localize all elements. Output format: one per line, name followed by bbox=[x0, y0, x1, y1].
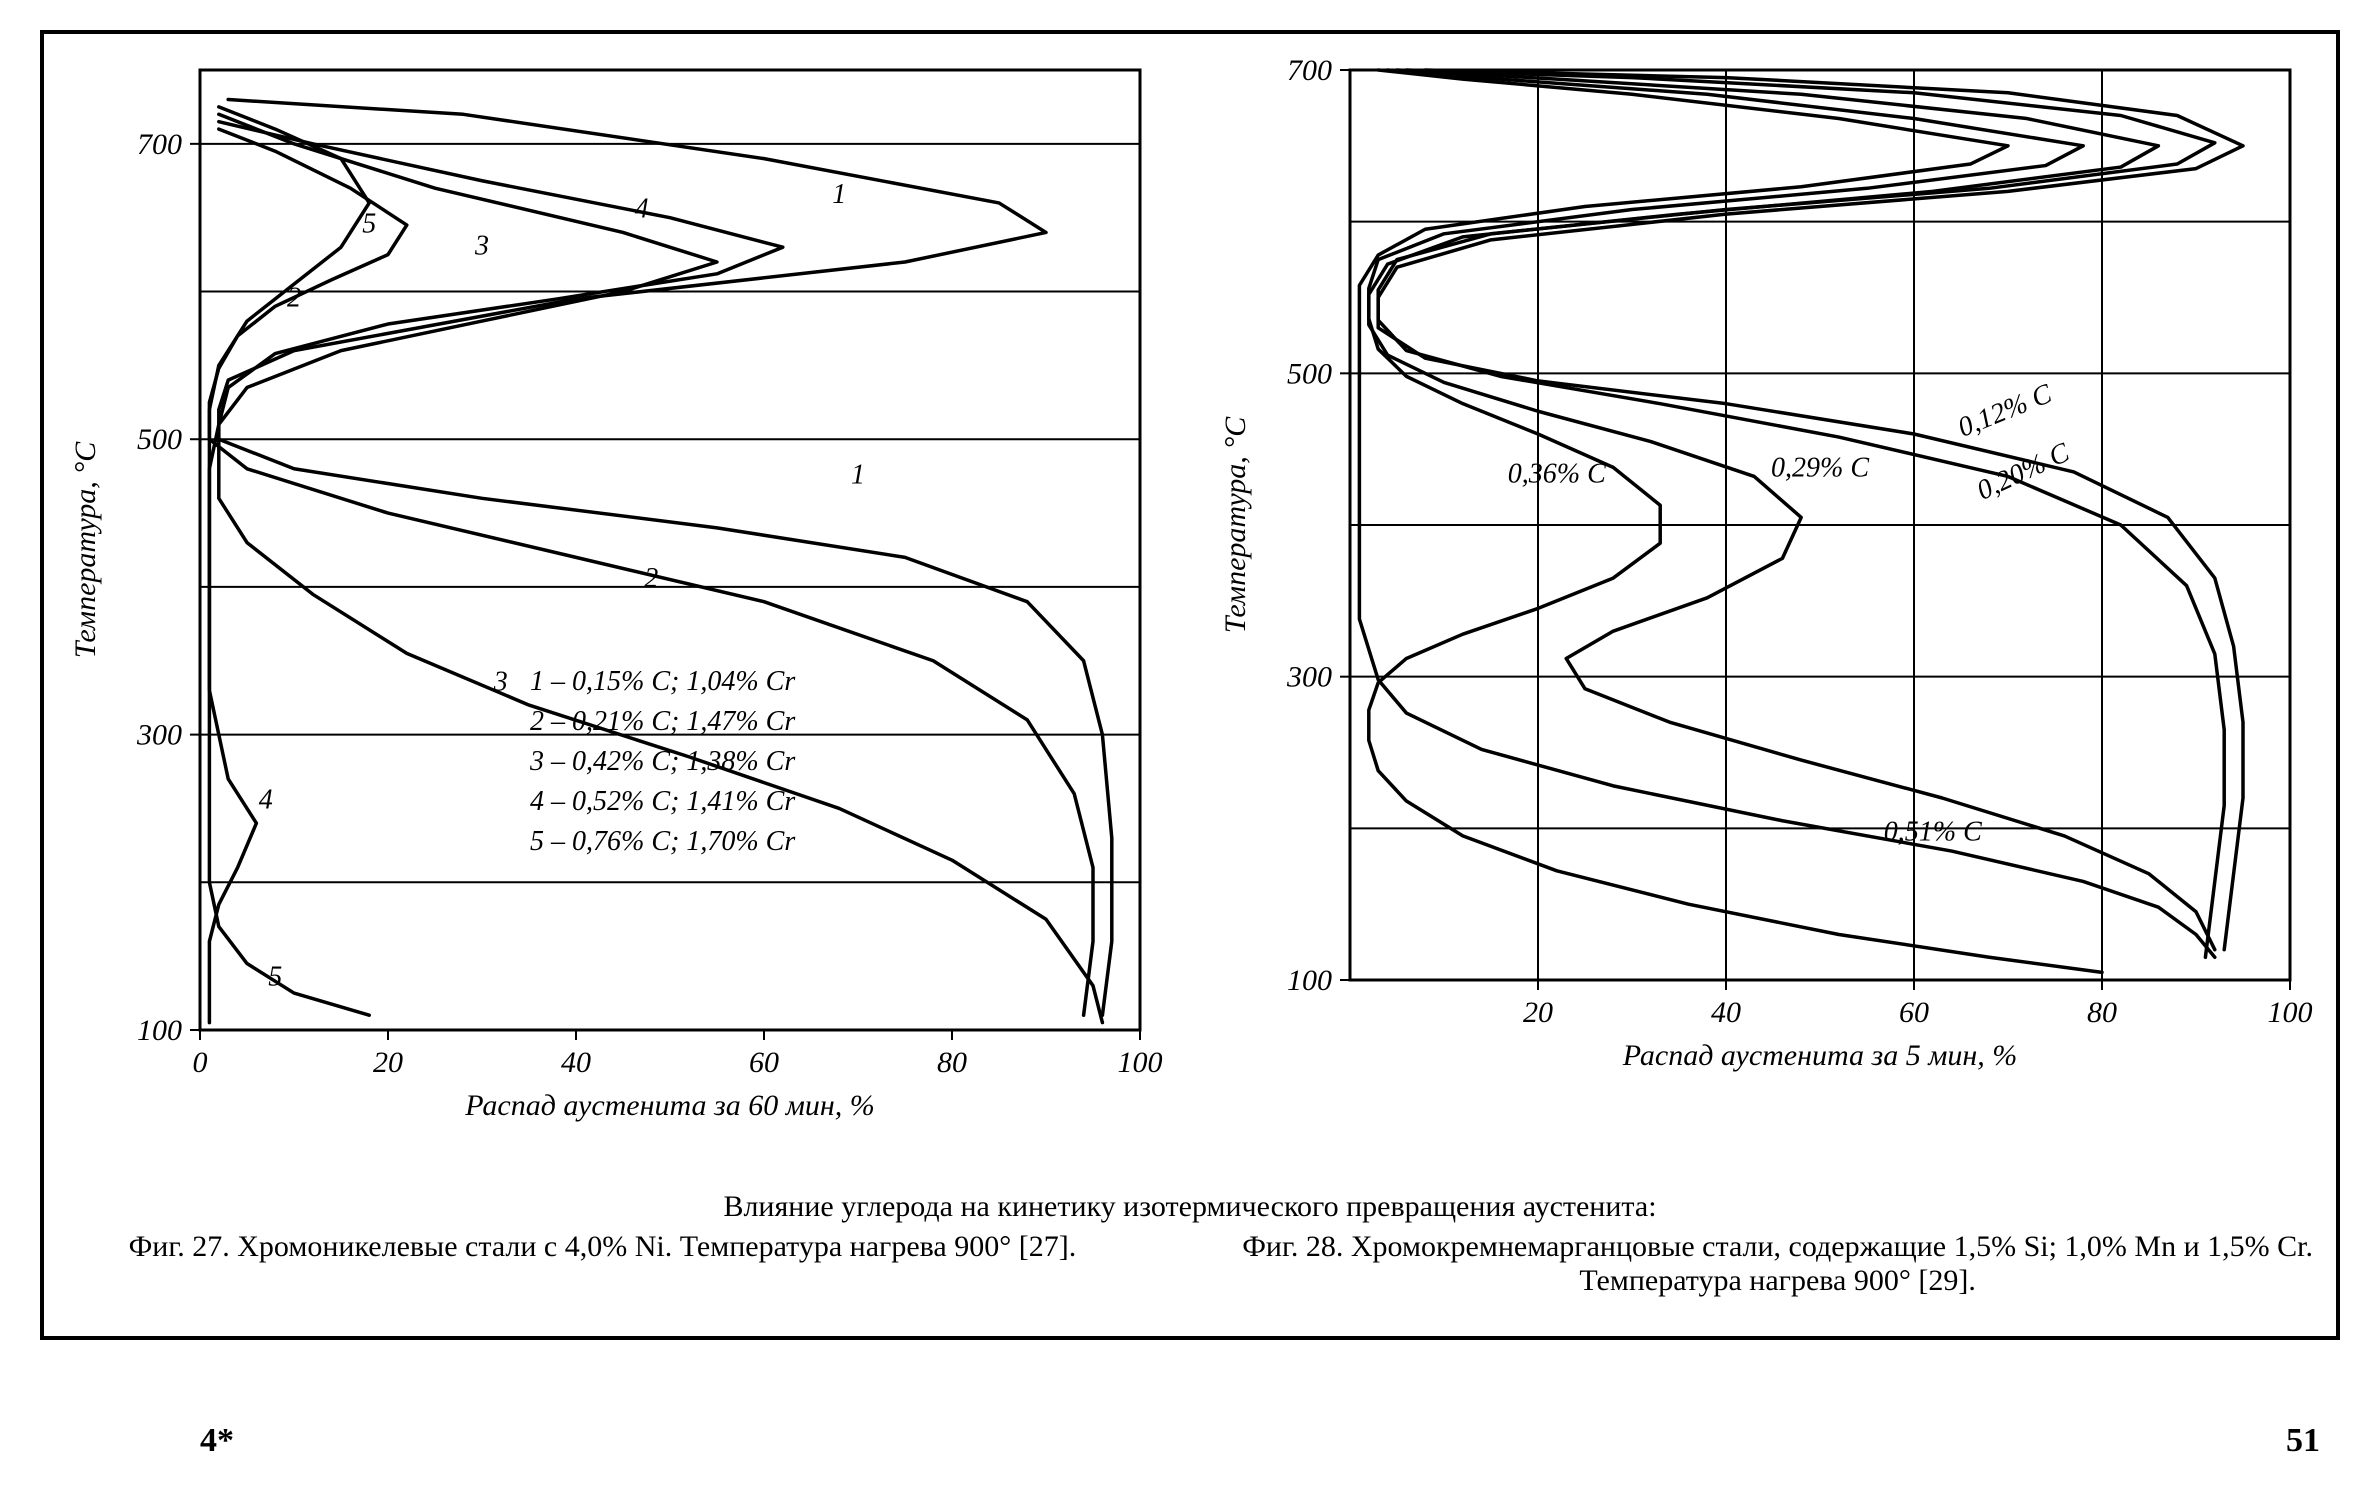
fig28-block: 20 40 60 80 100 100 300 500 700 Распад аустенита … bbox=[1210, 50, 2320, 1130]
svg-text:2: 2 bbox=[287, 282, 301, 313]
svg-text:60: 60 bbox=[749, 1046, 779, 1079]
svg-text:3: 3 bbox=[474, 231, 489, 262]
svg-text:20: 20 bbox=[1523, 996, 1553, 1029]
svg-text:3: 3 bbox=[493, 666, 508, 697]
svg-text:Распад аустенита за 60 мин, %: Распад аустенита за 60 мин, % bbox=[464, 1089, 875, 1122]
svg-text:5 – 0,76% C; 1,70% Cr: 5 – 0,76% C; 1,70% Cr bbox=[530, 826, 795, 857]
svg-text:0: 0 bbox=[193, 1046, 208, 1079]
svg-text:20: 20 bbox=[373, 1046, 403, 1079]
svg-text:100: 100 bbox=[2268, 996, 2313, 1029]
fig27-caption: Фиг. 27. Хромоникелевые стали с 4,0% Ni.… bbox=[60, 1230, 1145, 1298]
svg-text:40: 40 bbox=[1711, 996, 1741, 1029]
svg-text:4: 4 bbox=[635, 194, 649, 225]
svg-text:700: 700 bbox=[1287, 54, 1332, 87]
fig28-chart: 20 40 60 80 100 100 300 500 700 Распад аустенита … bbox=[1210, 50, 2320, 1080]
svg-text:1 – 0,15% C; 1,04% Cr: 1 – 0,15% C; 1,04% Cr bbox=[530, 666, 795, 697]
svg-text:5: 5 bbox=[268, 962, 282, 993]
svg-text:4: 4 bbox=[259, 784, 273, 815]
svg-text:4 – 0,52% C; 1,41% Cr: 4 – 0,52% C; 1,41% Cr bbox=[530, 786, 795, 817]
svg-text:80: 80 bbox=[937, 1046, 967, 1079]
footer-left: 4* bbox=[200, 1422, 234, 1460]
svg-text:300: 300 bbox=[136, 719, 182, 752]
caption-row: Фиг. 27. Хромоникелевые стали с 4,0% Ni.… bbox=[60, 1230, 2320, 1298]
fig27-chart: 0 20 40 60 80 100 100 300 500 700 Распад аустенита… bbox=[60, 50, 1170, 1130]
svg-text:Распад аустенита за 5 мин, %: Распад аустенита за 5 мин, % bbox=[1622, 1039, 2018, 1072]
fig27-block: 0 20 40 60 80 100 100 300 500 700 Распад аустенита… bbox=[60, 50, 1170, 1130]
svg-text:1: 1 bbox=[851, 460, 865, 491]
svg-text:3 – 0,42% C; 1,38% Cr: 3 – 0,42% C; 1,38% Cr bbox=[529, 746, 795, 777]
svg-text:1: 1 bbox=[832, 179, 846, 210]
svg-text:500: 500 bbox=[1287, 357, 1332, 390]
svg-text:100: 100 bbox=[1118, 1046, 1163, 1079]
svg-text:100: 100 bbox=[137, 1014, 182, 1047]
svg-text:500: 500 bbox=[137, 423, 182, 456]
charts-row: 0 20 40 60 80 100 100 300 500 700 Распад аустенита… bbox=[60, 50, 2320, 1130]
fig28-caption: Фиг. 28. Хромокремнемарганцовые стали, с… bbox=[1235, 1230, 2320, 1298]
svg-text:0,36% C: 0,36% C bbox=[1508, 459, 1606, 490]
svg-text:Температура, °С: Температура, °С bbox=[1219, 416, 1252, 633]
svg-text:0,51% C: 0,51% C bbox=[1884, 816, 1982, 847]
svg-text:5: 5 bbox=[362, 208, 376, 239]
svg-text:300: 300 bbox=[1286, 661, 1332, 694]
svg-text:60: 60 bbox=[1899, 996, 1929, 1029]
svg-text:2 – 0,21% C; 1,47% Cr: 2 – 0,21% C; 1,47% Cr bbox=[530, 706, 795, 737]
svg-text:2: 2 bbox=[644, 563, 658, 594]
svg-text:80: 80 bbox=[2087, 996, 2117, 1029]
overall-caption: Влияние углерода на кинетику изотермичес… bbox=[0, 1190, 2380, 1224]
svg-text:100: 100 bbox=[1287, 964, 1332, 997]
footer-right: 51 bbox=[2286, 1422, 2320, 1460]
svg-text:40: 40 bbox=[561, 1046, 591, 1079]
page: 0 20 40 60 80 100 100 300 500 700 Распад аустенита… bbox=[0, 0, 2380, 1500]
svg-text:0,29% C: 0,29% C bbox=[1771, 452, 1869, 483]
svg-text:Температура, °С: Температура, °С bbox=[69, 441, 102, 658]
svg-text:700: 700 bbox=[137, 128, 182, 161]
